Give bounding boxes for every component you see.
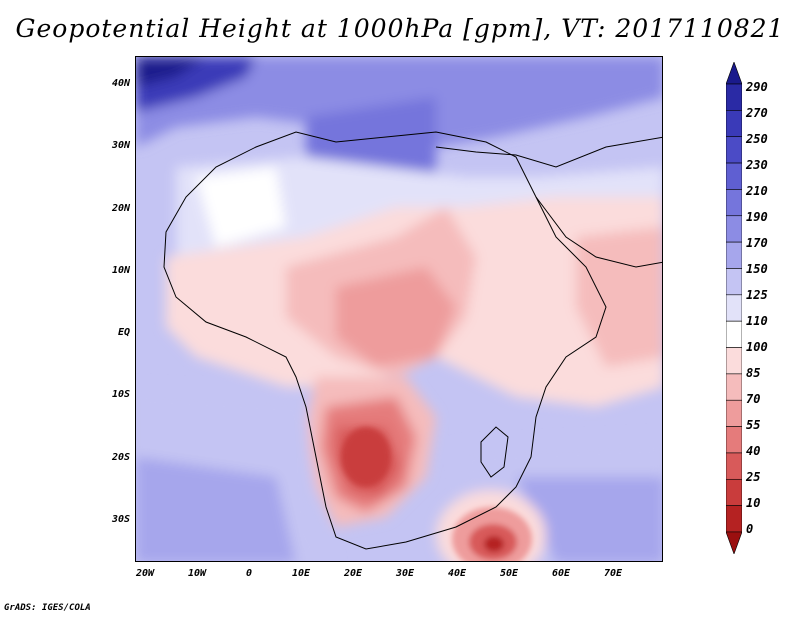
- credit-text: GrADS: IGES/COLA: [4, 603, 91, 613]
- lon-label-20w: 20W: [135, 568, 155, 579]
- geopotential-field: [136, 57, 662, 561]
- colorbar-cell: [726, 62, 742, 85]
- colorbar: [726, 62, 742, 554]
- colorbar-cell: [726, 452, 742, 480]
- lat-label-10n: 10N: [111, 265, 130, 276]
- lon-label-60e: 60E: [551, 568, 571, 579]
- colorbar-cell: [726, 399, 742, 427]
- colorbar-cell: [726, 162, 742, 190]
- colorbar-label: 100: [746, 340, 768, 354]
- lon-label-0: 0: [245, 568, 253, 579]
- colorbar-label: 0: [746, 522, 754, 536]
- colorbar-cell: [726, 478, 742, 506]
- colorbar-label: 210: [746, 184, 768, 198]
- colorbar-cell: [726, 241, 742, 269]
- lat-label-20s: 20S: [111, 452, 130, 463]
- colorbar-cell: [726, 189, 742, 217]
- colorbar-label: 170: [746, 236, 768, 250]
- colorbar-cell: [726, 347, 742, 375]
- colorbar-label: 250: [746, 132, 768, 146]
- lon-label-20e: 20E: [343, 568, 363, 579]
- colorbar-cell: [726, 373, 742, 401]
- lat-label-eq: EQ: [117, 327, 130, 338]
- lat-label-30s: 30S: [111, 514, 130, 525]
- lon-label-40e: 40E: [447, 568, 467, 579]
- map-title: Geopotential Height at 1000hPa [gpm], VT…: [15, 14, 785, 43]
- lon-label-30e: 30E: [395, 568, 415, 579]
- colorbar-label: 70: [746, 392, 761, 406]
- colorbar-cell: [726, 531, 742, 554]
- colorbar-cell: [726, 294, 742, 322]
- colorbar-cells: [726, 62, 742, 554]
- lon-label-10w: 10W: [187, 568, 207, 579]
- lon-label-10e: 10E: [291, 568, 311, 579]
- lat-label-40n: 40N: [111, 78, 130, 89]
- lon-label-50e: 50E: [499, 568, 519, 579]
- colorbar-cell: [726, 426, 742, 454]
- coastlines: [163, 131, 662, 550]
- lat-label-20n: 20N: [111, 203, 130, 214]
- colorbar-cell: [726, 505, 742, 533]
- colorbar-cell: [726, 320, 742, 348]
- colorbar-label: 125: [746, 288, 768, 302]
- colorbar-cell: [726, 110, 742, 138]
- lat-label-10s: 10S: [111, 389, 130, 400]
- colorbar-label: 190: [746, 210, 768, 224]
- colorbar-label: 85: [746, 366, 761, 380]
- colorbar-label: 55: [746, 418, 761, 432]
- lat-label-30n: 30N: [111, 140, 130, 151]
- colorbar-label: 40: [746, 444, 761, 458]
- colorbar-label: 230: [746, 158, 768, 172]
- colorbar-label: 150: [746, 262, 768, 276]
- colorbar-cell: [726, 215, 742, 243]
- colorbar-label: 110: [746, 314, 768, 328]
- lon-label-70e: 70E: [603, 568, 623, 579]
- colorbar-label: 270: [746, 106, 768, 120]
- colorbar-label: 10: [746, 496, 761, 510]
- colorbar-cell: [726, 136, 742, 164]
- colorbar-label: 25: [746, 470, 761, 484]
- colorbar-cell: [726, 83, 742, 111]
- colorbar-cell: [726, 268, 742, 296]
- map-panel: [135, 56, 663, 562]
- colorbar-label: 290: [746, 80, 768, 94]
